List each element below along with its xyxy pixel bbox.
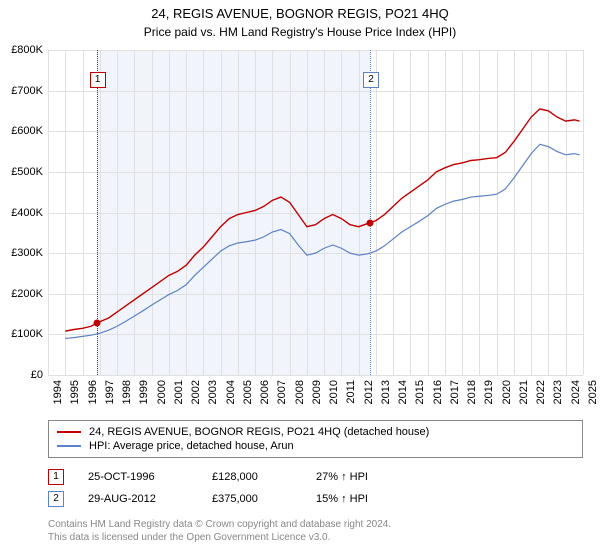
x-axis-label: 2022 (535, 380, 547, 404)
page-title: 24, REGIS AVENUE, BOGNOR REGIS, PO21 4HQ (0, 0, 600, 21)
x-axis-label: 2019 (483, 380, 495, 404)
series-line (65, 144, 579, 338)
x-axis-label: 1999 (138, 380, 150, 404)
y-axis-label: £700K (11, 85, 43, 97)
y-axis-label: £100K (11, 328, 43, 340)
series-line (65, 109, 579, 331)
transaction-price: £128,000 (212, 471, 292, 483)
x-axis-label: 2024 (570, 380, 582, 404)
legend-label: 24, REGIS AVENUE, BOGNOR REGIS, PO21 4HQ… (89, 426, 429, 438)
transaction-date: 29-AUG-2012 (88, 493, 188, 505)
x-axis-label: 2015 (414, 380, 426, 404)
x-axis-label: 2014 (397, 380, 409, 404)
transaction-hpi: 27% ↑ HPI (316, 471, 416, 483)
x-axis-label: 2002 (190, 380, 202, 404)
x-axis-label: 2020 (501, 380, 513, 404)
transaction-row: 1 25-OCT-1996 £128,000 27% ↑ HPI (48, 466, 583, 488)
x-axis-label: 1996 (87, 380, 99, 404)
x-axis-label: 2012 (363, 380, 375, 404)
x-axis-label: 2021 (518, 380, 530, 404)
x-axis-label: 2013 (380, 380, 392, 404)
x-axis-label: 2006 (259, 380, 271, 404)
transaction-date: 25-OCT-1996 (88, 471, 188, 483)
legend-swatch (57, 431, 81, 433)
legend-swatch (57, 445, 81, 447)
x-axis-label: 2009 (311, 380, 323, 404)
transaction-number-box: 1 (48, 469, 64, 485)
footnote-line-1: Contains HM Land Registry data © Crown c… (48, 518, 583, 531)
x-axis-label: 2025 (587, 380, 599, 404)
legend-row: 24, REGIS AVENUE, BOGNOR REGIS, PO21 4HQ… (57, 425, 574, 439)
legend: 24, REGIS AVENUE, BOGNOR REGIS, PO21 4HQ… (48, 420, 583, 544)
x-axis-label: 2016 (432, 380, 444, 404)
x-axis-label: 1997 (104, 380, 116, 404)
legend-label: HPI: Average price, detached house, Arun (89, 440, 294, 452)
x-axis-label: 2008 (294, 380, 306, 404)
transactions-table: 1 25-OCT-1996 £128,000 27% ↑ HPI 2 29-AUG-201… (48, 466, 583, 510)
footnote: Contains HM Land Registry data © Crown c… (48, 518, 583, 544)
price-chart: 12 £0£100K£200K£300K£400K£500K£600K£700K… (48, 50, 583, 375)
y-axis-label: £0 (31, 369, 43, 381)
transaction-number-box: 2 (48, 491, 64, 507)
y-axis-label: £600K (11, 125, 43, 137)
page-subtitle: Price paid vs. HM Land Registry's House … (0, 21, 600, 39)
y-axis-label: £800K (11, 44, 43, 56)
x-axis-label: 2003 (207, 380, 219, 404)
footnote-line-2: This data is licensed under the Open Gov… (48, 531, 583, 544)
y-axis-label: £200K (11, 288, 43, 300)
x-axis-label: 2017 (449, 380, 461, 404)
x-axis-label: 2011 (345, 380, 357, 404)
x-axis-label: 2007 (276, 380, 288, 404)
legend-series-box: 24, REGIS AVENUE, BOGNOR REGIS, PO21 4HQ… (48, 420, 583, 458)
y-axis-label: £400K (11, 207, 43, 219)
x-axis-label: 2023 (552, 380, 564, 404)
x-axis-label: 1994 (52, 380, 64, 404)
x-axis-label: 2001 (173, 380, 185, 404)
y-axis-label: £500K (11, 166, 43, 178)
legend-row: HPI: Average price, detached house, Arun (57, 439, 574, 453)
y-axis-label: £300K (11, 247, 43, 259)
x-axis-label: 2004 (225, 380, 237, 404)
x-axis-label: 2000 (156, 380, 168, 404)
x-axis-label: 1995 (69, 380, 81, 404)
x-axis-label: 1998 (121, 380, 133, 404)
x-axis-label: 2018 (466, 380, 478, 404)
x-axis-label: 2010 (328, 380, 340, 404)
transaction-row: 2 29-AUG-2012 £375,000 15% ↑ HPI (48, 488, 583, 510)
transaction-hpi: 15% ↑ HPI (316, 493, 416, 505)
x-axis-label: 2005 (242, 380, 254, 404)
transaction-price: £375,000 (212, 493, 292, 505)
